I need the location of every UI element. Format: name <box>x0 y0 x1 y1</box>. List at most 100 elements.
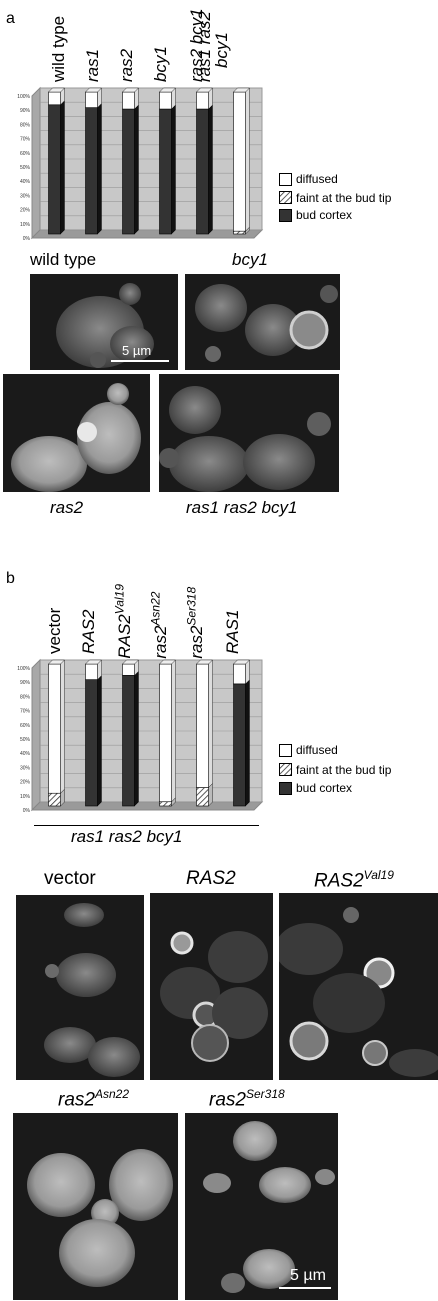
y-tick-label: 0% <box>23 808 31 814</box>
bar-segment-bud-cortex-side <box>208 104 213 235</box>
column-label-text: ras1 <box>83 48 102 82</box>
y-tick-label: 40% <box>20 179 31 185</box>
bar-segment-diffused <box>196 91 209 110</box>
y-tick-label: 30% <box>20 193 31 199</box>
column-label-text: bcy1 <box>151 46 170 82</box>
y-tick-label: 70% <box>20 709 31 715</box>
panel-b-column-label-5: RAS1 <box>223 610 242 654</box>
y-tick-label: 90% <box>20 108 31 114</box>
panel-b-letter: b <box>6 570 15 587</box>
micrograph-label-ras2-asn22: ras2Asn22 <box>58 1087 129 1111</box>
panel-a-column-label-5: ras1 ras2 bcy1 <box>195 11 231 82</box>
micrograph-label-ras2: ras2 <box>50 498 84 517</box>
bar-segment-bud-cortex-side <box>245 679 250 807</box>
y-tick-label: 70% <box>20 137 31 143</box>
bar-segment-bud-cortex-side <box>97 103 102 235</box>
chart-side-wall <box>31 658 41 812</box>
bar-segment-bud-cortex-side <box>134 670 139 807</box>
bar-top-face <box>233 87 250 93</box>
micrograph-ras2-asn22 <box>13 1113 178 1300</box>
bar-segment-diffused <box>233 663 246 685</box>
bar-segment-diffused-side <box>245 87 250 232</box>
bar-segment-bud-cortex-side <box>134 104 139 235</box>
bar-segment-diffused <box>48 91 61 106</box>
bar-segment-diffused-side <box>208 659 213 789</box>
bar-segment-bud-cortex <box>85 107 98 235</box>
y-tick-label: 100% <box>17 666 30 672</box>
bar-segment-diffused <box>233 91 246 232</box>
bar-segment-diffused <box>196 663 209 788</box>
strain-label: ras1 ras2 bcy1 <box>71 827 183 846</box>
legend-faint-swatch <box>279 191 292 204</box>
bar-top-face <box>159 87 176 93</box>
bar-segment-diffused-side <box>60 659 65 794</box>
bar-top-face <box>85 659 102 665</box>
bar-segment-bud-cortex <box>85 679 98 807</box>
scale-bar-a <box>111 360 169 362</box>
bar-top-face <box>233 659 250 665</box>
bar-segment-faint <box>196 787 209 807</box>
bar-top-face <box>48 659 65 665</box>
bar-top-face <box>122 659 139 665</box>
column-label-text: RAS2 <box>79 609 98 654</box>
bar-segment-diffused <box>122 663 135 676</box>
bar-segment-bud-cortex <box>233 683 246 807</box>
bar-segment-diffused <box>159 663 172 803</box>
bar-top-face <box>159 659 176 665</box>
y-tick-label: 10% <box>20 794 31 800</box>
chart-floor <box>30 229 264 239</box>
bar-top-face <box>196 87 213 93</box>
micrograph-label-vector: vector <box>44 868 96 889</box>
micrograph-wild-type <box>30 274 178 370</box>
bar-segment-diffused <box>122 91 135 110</box>
micrograph-ras1-ras2-bcy1 <box>159 374 339 492</box>
panel-a-column-label-3: bcy1 <box>151 46 170 82</box>
scale-bar-b <box>279 1287 331 1289</box>
bar-segment-bud-cortex <box>196 108 209 235</box>
micrograph-vector <box>16 895 144 1080</box>
micrograph-label-ras2-ser318: ras2Ser318 <box>209 1087 285 1111</box>
panel-b-chart: 0% 10% 20% 30% 40% 50% 60% 70% 80% 90% 100% <box>17 658 264 814</box>
panel-a-letter: a <box>6 10 15 27</box>
bar-segment-diffused <box>159 91 172 110</box>
panel-b-column-label-3: ras2Asn22 <box>147 591 170 659</box>
bar-top-face <box>122 87 139 93</box>
legend-faint-label: faint at the bud tip <box>296 191 392 205</box>
bar-segment-bud-cortex <box>48 104 61 235</box>
chart-floor <box>30 801 264 811</box>
column-label-text: wild type <box>49 15 68 82</box>
column-label-superscript: Asn22 <box>148 591 163 626</box>
panel-b-column-label-1: RAS2 <box>79 609 98 654</box>
strain-underline <box>34 825 259 826</box>
panel-b-column-label-4: ras2Ser318 <box>183 587 206 659</box>
bar-segment-bud-cortex <box>122 108 135 235</box>
legend-b-diffused-swatch <box>279 744 292 757</box>
y-tick-label: 20% <box>20 780 31 786</box>
y-tick-label: 100% <box>17 94 30 100</box>
panel-b-column-label-2: RAS2Val19 <box>111 584 134 659</box>
y-tick-label: 30% <box>20 765 31 771</box>
panel-a-chart: 0% 10% 20% 30% 40% 50% 60% 70% 80% 90% 100% <box>17 86 264 242</box>
bar-top-face <box>196 659 213 665</box>
y-tick-label: 90% <box>20 680 31 686</box>
legend-diffused-label: diffused <box>296 172 338 186</box>
bar-segment-faint <box>48 792 61 807</box>
bar-segment-faint <box>159 801 172 807</box>
bar-segment-diffused <box>48 663 61 794</box>
column-label-text: vector <box>45 607 64 654</box>
y-tick-label: 0% <box>23 236 31 242</box>
bar-segment-faint <box>233 230 246 235</box>
micrograph-bcy1 <box>185 274 340 370</box>
legend-cortex-swatch <box>279 209 292 222</box>
legend-b-cortex-swatch <box>279 782 292 795</box>
legend-cortex-label: bud cortex <box>296 208 353 222</box>
column-label-text: ras2 <box>117 48 136 82</box>
bar-segment-bud-cortex <box>159 108 172 235</box>
bar-top-face <box>85 87 102 93</box>
micrograph-ras2-wt <box>150 893 273 1080</box>
micrograph-label-ras2-val19: RAS2Val19 <box>314 868 394 892</box>
y-tick-label: 10% <box>20 222 31 228</box>
y-tick-label: 60% <box>20 723 31 729</box>
y-tick-label: 80% <box>20 122 31 128</box>
micrograph-ras2-ser318 <box>185 1113 338 1300</box>
